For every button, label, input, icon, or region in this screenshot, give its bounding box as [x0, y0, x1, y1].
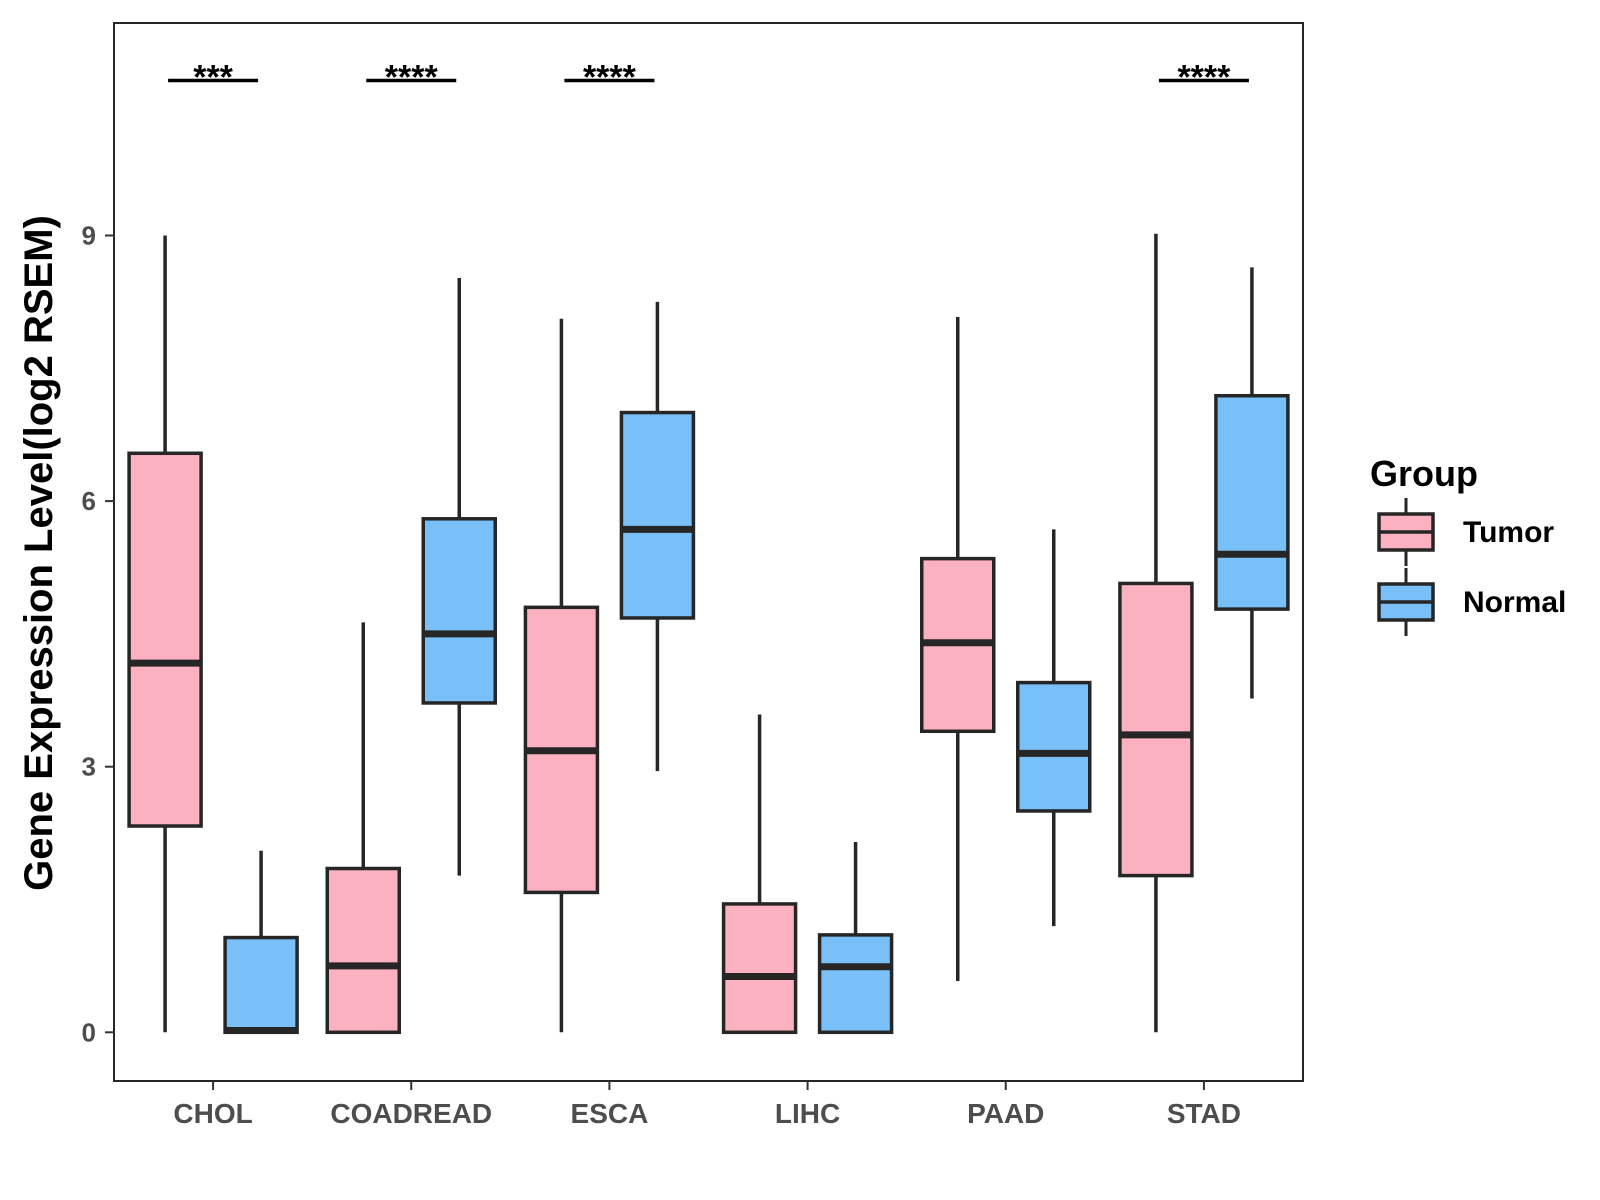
y-tick-label-3: 3: [82, 752, 96, 782]
box-normal-chol: [223, 935, 299, 1035]
y-tick-label-0: 0: [82, 1017, 96, 1047]
significance-label-chol: ***: [193, 59, 233, 97]
box-tumor-chol: [127, 451, 203, 828]
y-axis: 0 3 6 9: [82, 220, 114, 1047]
y-tick-label-9: 9: [82, 220, 96, 250]
x-tick-label-chol: CHOL: [173, 1098, 252, 1129]
legend-label-tumor: Tumor: [1463, 516, 1554, 549]
box-normal-coadread: [421, 517, 497, 705]
box-normal-lihc: [817, 933, 894, 1035]
box-normal-stad: [1214, 393, 1290, 611]
significance-layer: *** **** **** ****: [168, 59, 1249, 97]
box-normal-paad: [1016, 680, 1092, 813]
x-tick-label-esca: ESCA: [571, 1098, 649, 1129]
significance-label-coadread: ****: [385, 59, 439, 97]
box-tumor-coadread: [325, 866, 401, 1035]
legend-title: Group: [1370, 453, 1478, 494]
x-tick-label-coadread: COADREAD: [330, 1098, 492, 1129]
legend: Group Tumor Normal: [1370, 453, 1566, 636]
y-tick-label-6: 6: [82, 486, 96, 516]
x-axis: CHOL COADREAD ESCA LIHC PAAD STAD: [173, 1081, 1241, 1129]
box-tumor-lihc: [721, 902, 798, 1035]
y-axis-title: Gene Expression Level(log2 RSEM): [17, 215, 61, 891]
plot-panel: [113, 22, 1304, 1082]
box-normal-esca: [619, 410, 696, 620]
box-tumor-stad: [1118, 581, 1194, 878]
significance-label-stad: ****: [1177, 59, 1231, 97]
significance-label-esca: ****: [583, 59, 637, 97]
boxes-layer: [127, 233, 1290, 1035]
legend-label-normal: Normal: [1463, 586, 1566, 619]
x-tick-label-paad: PAAD: [967, 1098, 1044, 1129]
x-tick-label-lihc: LIHC: [775, 1098, 840, 1129]
x-tick-label-stad: STAD: [1167, 1098, 1241, 1129]
